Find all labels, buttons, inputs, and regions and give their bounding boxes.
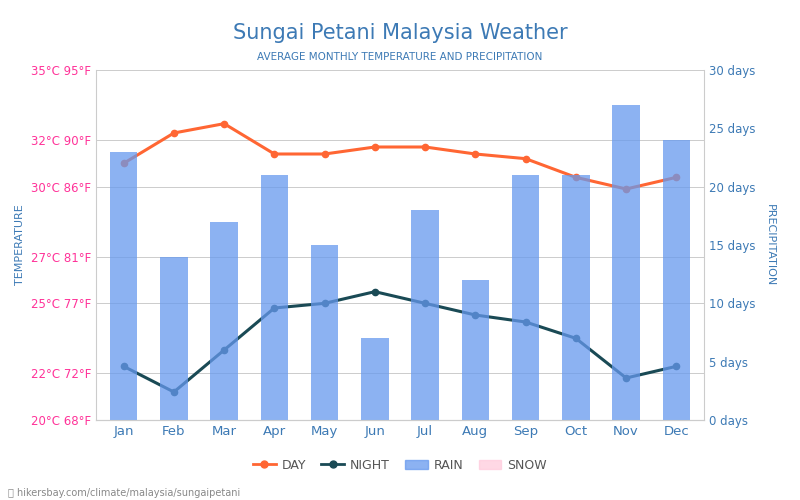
Bar bbox=[210, 222, 238, 420]
Text: 📍 hikersbay.com/climate/malaysia/sungaipetani: 📍 hikersbay.com/climate/malaysia/sungaip… bbox=[8, 488, 240, 498]
DAY bbox=[521, 156, 530, 162]
DAY bbox=[420, 144, 430, 150]
DAY bbox=[671, 174, 681, 180]
Line: DAY: DAY bbox=[121, 120, 679, 192]
Bar bbox=[462, 280, 489, 420]
DAY bbox=[571, 174, 581, 180]
Bar bbox=[411, 210, 439, 420]
Bar bbox=[512, 175, 539, 420]
DAY bbox=[320, 151, 330, 157]
Bar bbox=[261, 175, 288, 420]
Bar bbox=[361, 338, 389, 420]
Text: AVERAGE MONTHLY TEMPERATURE AND PRECIPITATION: AVERAGE MONTHLY TEMPERATURE AND PRECIPIT… bbox=[258, 52, 542, 62]
NIGHT bbox=[370, 288, 380, 294]
Y-axis label: TEMPERATURE: TEMPERATURE bbox=[15, 204, 26, 286]
NIGHT bbox=[169, 389, 178, 395]
Y-axis label: PRECIPITATION: PRECIPITATION bbox=[765, 204, 775, 286]
NIGHT bbox=[320, 300, 330, 306]
Title: Sungai Petani Malaysia Weather: Sungai Petani Malaysia Weather bbox=[233, 24, 567, 44]
Bar bbox=[612, 105, 640, 420]
Bar bbox=[110, 152, 138, 420]
Legend: DAY, NIGHT, RAIN, SNOW: DAY, NIGHT, RAIN, SNOW bbox=[248, 454, 552, 477]
NIGHT bbox=[622, 375, 631, 381]
DAY bbox=[119, 160, 129, 166]
Bar bbox=[311, 245, 338, 420]
NIGHT bbox=[270, 305, 279, 311]
NIGHT bbox=[521, 319, 530, 325]
Bar bbox=[562, 175, 590, 420]
DAY bbox=[169, 130, 178, 136]
DAY bbox=[370, 144, 380, 150]
DAY bbox=[470, 151, 480, 157]
NIGHT bbox=[671, 364, 681, 370]
Bar bbox=[662, 140, 690, 420]
DAY bbox=[270, 151, 279, 157]
Line: NIGHT: NIGHT bbox=[121, 288, 679, 395]
NIGHT bbox=[470, 312, 480, 318]
NIGHT bbox=[571, 336, 581, 342]
Bar bbox=[160, 256, 188, 420]
NIGHT bbox=[420, 300, 430, 306]
DAY bbox=[622, 186, 631, 192]
DAY bbox=[219, 120, 229, 126]
NIGHT bbox=[219, 347, 229, 353]
NIGHT bbox=[119, 364, 129, 370]
